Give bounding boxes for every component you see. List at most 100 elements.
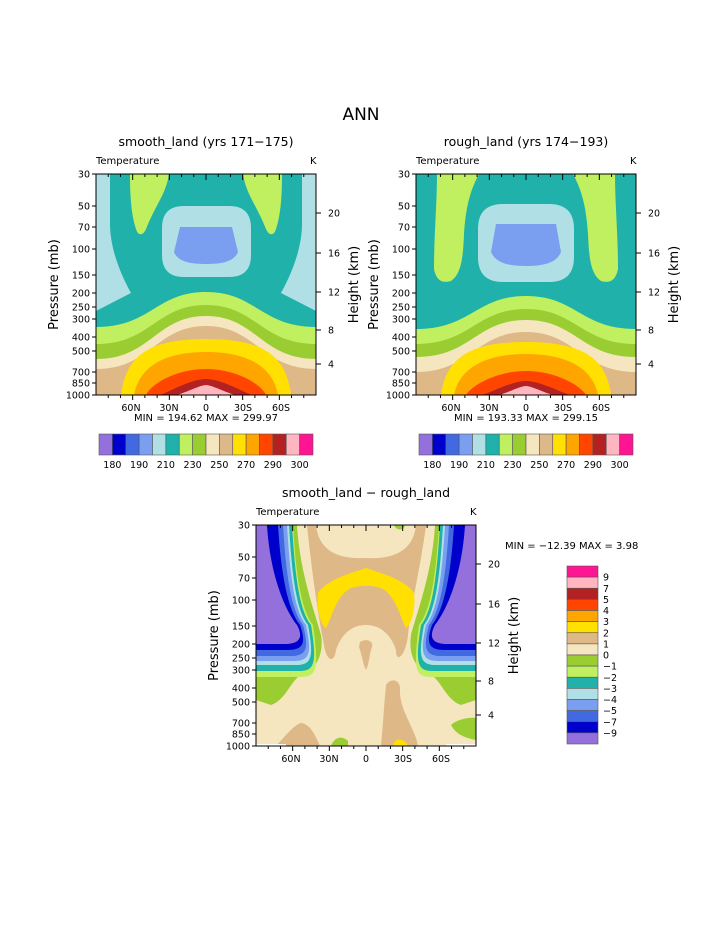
y-axis-title: Pressure (mb) <box>367 239 382 330</box>
contour-fill-right <box>431 525 476 644</box>
y-right-tick-label: 16 <box>648 249 660 260</box>
colorbar-swatch <box>619 433 634 456</box>
colorbar-swatch <box>272 433 287 456</box>
y-right-tick-label: 4 <box>648 360 654 371</box>
y-tick-label: 200 <box>72 289 90 300</box>
x-tick-label: 60S <box>592 403 610 414</box>
y-tick-label: 1000 <box>66 391 90 402</box>
y-axis-title: Pressure (mb) <box>207 590 222 681</box>
y-tick-label: 50 <box>78 202 90 213</box>
colorbar-swatch <box>566 710 599 723</box>
colorbar-swatch <box>192 433 207 456</box>
x-tick-label: 60S <box>432 754 450 765</box>
colorbar-label: 180 <box>103 460 121 471</box>
plot-title: smooth_land − rough_land <box>282 485 450 500</box>
contour-fill-tongue-left <box>434 174 479 282</box>
figure-title: ANN <box>342 105 379 125</box>
y-tick-label: 30 <box>238 521 250 532</box>
y-tick-label: 400 <box>72 333 90 344</box>
contour-fill-tan-lower <box>381 680 418 746</box>
colorbar-label: 180 <box>423 460 441 471</box>
y-tick-label: 70 <box>398 223 410 234</box>
colorbar-swatch <box>165 433 180 456</box>
units-label: K <box>310 156 317 167</box>
y-tick-label: 30 <box>398 170 410 181</box>
colorbar-swatch <box>566 587 599 600</box>
y-axis-title: Pressure (mb) <box>47 239 62 330</box>
x-tick-label: 0 <box>363 754 369 765</box>
x-tick-label: 30S <box>394 754 412 765</box>
colorbar-label: −2 <box>603 673 617 684</box>
colorbar-label: 190 <box>450 460 468 471</box>
y-tick-label: 500 <box>72 347 90 358</box>
colorbar-label: −3 <box>603 684 617 695</box>
colorbar-swatch <box>525 433 540 456</box>
contour-fills <box>416 174 636 395</box>
colorbar-label: 270 <box>237 460 255 471</box>
colorbar-swatch <box>259 433 274 456</box>
colorbar-swatch <box>566 688 599 700</box>
y-right-tick-label: 12 <box>648 288 660 299</box>
y-tick-label: 200 <box>392 289 410 300</box>
y-tick-label: 50 <box>398 202 410 213</box>
y-right-tick-label: 12 <box>488 639 500 650</box>
contour-fill-background <box>256 525 476 746</box>
y-right-tick-label: 8 <box>328 326 334 337</box>
x-tick-label: 0 <box>523 403 529 414</box>
contour-fills <box>256 525 476 746</box>
plot-title: rough_land (yrs 174−193) <box>444 134 608 149</box>
colorbar-label: 3 <box>603 617 609 628</box>
colorbar-swatch <box>566 599 599 611</box>
colorbar-swatch <box>566 610 599 622</box>
colorbar-swatch <box>566 565 599 578</box>
y-tick-label: 70 <box>238 574 250 585</box>
colorbar-swatch <box>445 433 460 456</box>
y-right-tick-label: 20 <box>648 209 660 220</box>
y-right-tick-label: 4 <box>328 360 334 371</box>
colorbar-swatch <box>566 676 599 689</box>
colorbar-label: −4 <box>603 695 617 706</box>
colorbar-label: 1 <box>603 639 609 650</box>
colorbar-label: 270 <box>557 460 575 471</box>
colorbar-label: 300 <box>611 460 629 471</box>
y-tick-label: 300 <box>392 315 410 326</box>
colorbar-swatch <box>205 433 220 456</box>
units-label: K <box>630 156 637 167</box>
y-tick-label: 500 <box>392 347 410 358</box>
contour-fill-yellow <box>317 568 415 628</box>
colorbar-label: 4 <box>603 606 609 617</box>
x-tick-label: 60N <box>281 754 300 765</box>
contour-dome <box>488 386 564 395</box>
y-tick-label: 150 <box>232 622 250 633</box>
contour-fill-olive-patch <box>331 737 348 746</box>
contour-fill-tongue-right <box>573 174 618 282</box>
y-right-tick-label: 4 <box>488 711 494 722</box>
colorbar-swatch <box>219 433 234 456</box>
x-tick-label: 0 <box>203 403 209 414</box>
colorbar-swatch <box>539 433 554 456</box>
colorbar-label: 5 <box>603 595 609 606</box>
colorbar-swatch <box>418 433 433 456</box>
colorbar-swatch <box>566 654 599 667</box>
colorbar-swatch <box>566 732 599 745</box>
x-tick-label: 60N <box>441 403 460 414</box>
y-tick-label: 50 <box>238 553 250 564</box>
colorbar-label: 190 <box>130 460 148 471</box>
x-tick-label: 60S <box>272 403 290 414</box>
contour-plot-1: smooth_land (yrs 171−175) Temperature K 30 5… <box>47 134 362 424</box>
colorbar-swatch <box>472 433 487 456</box>
colorbar-label: 300 <box>291 460 309 471</box>
colorbar-swatch <box>485 433 500 456</box>
y-right-tick-label: 16 <box>328 249 340 260</box>
min-max-label: MIN = −12.39 MAX = 3.98 <box>505 541 638 552</box>
y-tick-label: 400 <box>232 684 250 695</box>
contour-fill-tan-small <box>359 640 373 670</box>
contour-fill-core <box>491 224 561 266</box>
y-tick-label: 100 <box>232 596 250 607</box>
colorbar-swatch <box>592 433 607 456</box>
colorbar: 180 190 210 230 250 270 290 300 <box>418 433 634 471</box>
colorbar-label: 210 <box>477 460 495 471</box>
contour-fill-tan-hump <box>276 723 320 746</box>
